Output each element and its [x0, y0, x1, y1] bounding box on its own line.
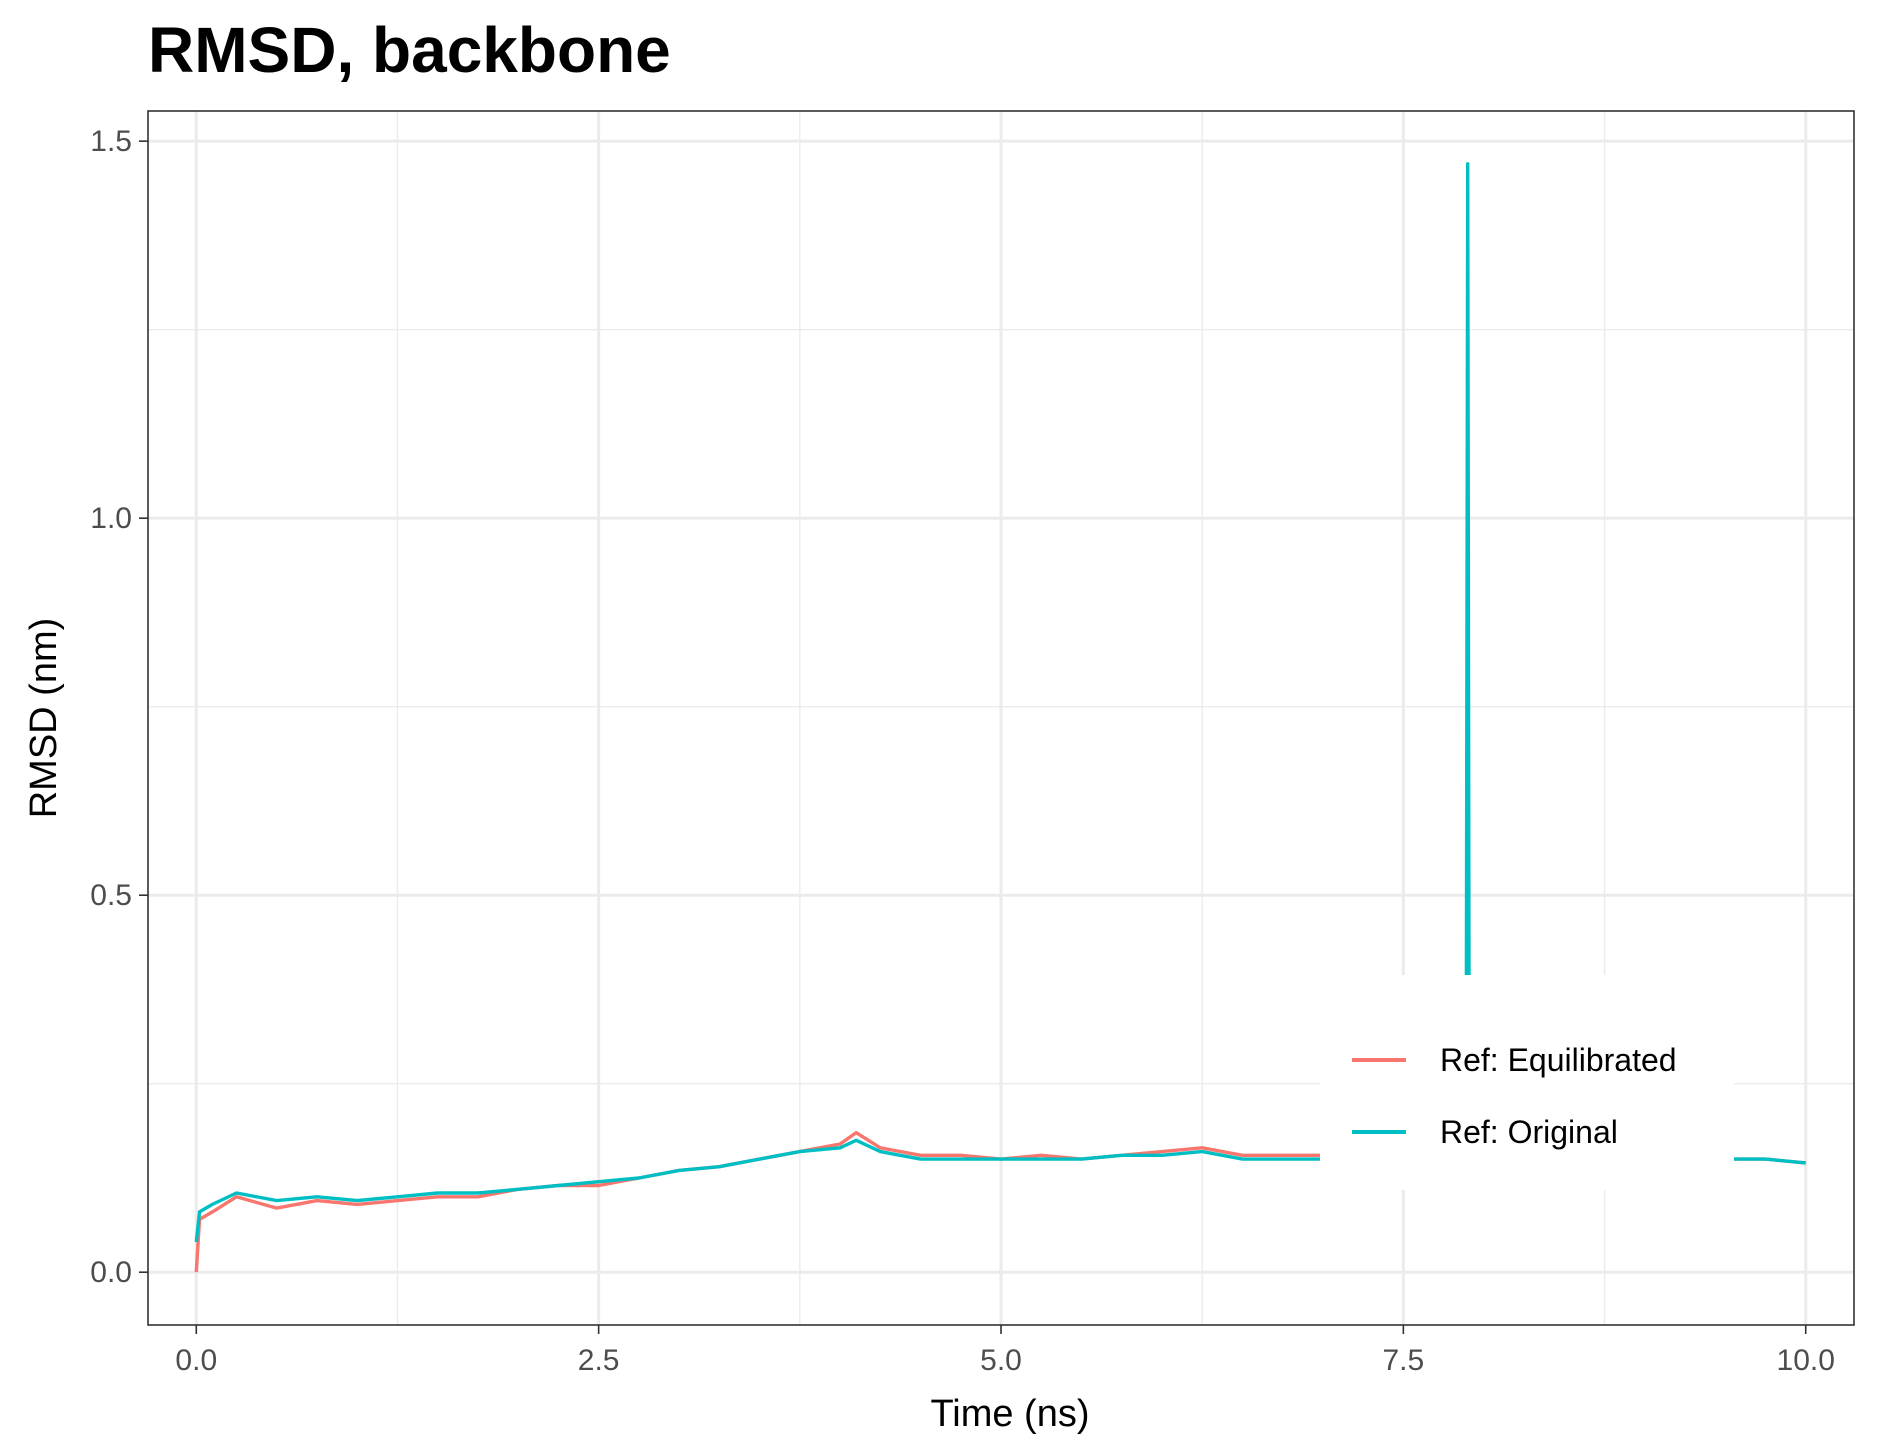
legend: Ref: Equilibrated Ref: Original — [1320, 975, 1734, 1190]
y-tick-label: 0.0 — [90, 1256, 132, 1289]
major-gridlines — [148, 111, 1854, 1325]
x-axis: 0.0 2.5 5.0 7.5 10.0 — [175, 1325, 1835, 1377]
legend-background — [1320, 975, 1734, 1190]
legend-label: Ref: Equilibrated — [1440, 1042, 1677, 1078]
y-tick-label: 1.5 — [90, 125, 132, 158]
x-tick-label: 5.0 — [980, 1344, 1022, 1377]
y-tick-label: 1.0 — [90, 502, 132, 535]
x-tick-label: 10.0 — [1777, 1344, 1835, 1377]
x-tick-label: 2.5 — [578, 1344, 620, 1377]
x-tick-label: 7.5 — [1382, 1344, 1424, 1377]
chart-title: RMSD, backbone — [148, 14, 671, 86]
y-axis-title: RMSD (nm) — [23, 618, 65, 819]
y-axis: 0.0 0.5 1.0 1.5 — [90, 125, 148, 1289]
x-axis-title: Time (ns) — [930, 1393, 1089, 1435]
x-tick-label: 0.0 — [175, 1344, 217, 1377]
legend-label: Ref: Original — [1440, 1114, 1618, 1150]
y-tick-label: 0.5 — [90, 879, 132, 912]
